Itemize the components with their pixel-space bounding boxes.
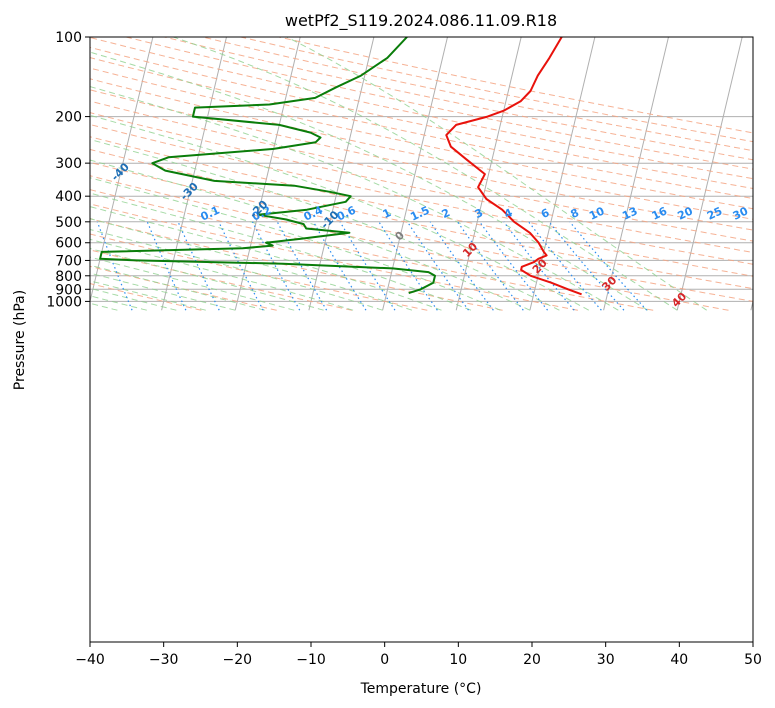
moist-adiabat-line bbox=[90, 86, 619, 311]
x-tick-label: −40 bbox=[75, 652, 105, 668]
mixing-ratio-line bbox=[479, 221, 549, 311]
plot-frame bbox=[89, 36, 754, 643]
y-tick-label: 500 bbox=[55, 215, 82, 231]
y-tick-label: 1000 bbox=[46, 294, 82, 310]
dry-adiabat-line bbox=[126, 37, 753, 170]
mixing-ratio-line bbox=[276, 221, 328, 311]
isotherm-label: 0 bbox=[392, 229, 407, 244]
isotherm-line bbox=[529, 37, 596, 311]
moist-adiabat-line bbox=[90, 247, 324, 311]
mixing-ratio-line bbox=[218, 221, 264, 311]
dry-adiabat-line bbox=[164, 37, 753, 161]
temperature-profile-line bbox=[445, 37, 582, 296]
y-tick-label: 100 bbox=[55, 30, 82, 46]
mixing-ratio-line bbox=[569, 221, 648, 311]
moist-adiabat-line bbox=[90, 159, 531, 311]
moist-adiabat-line bbox=[90, 256, 295, 311]
moist-adiabat-line bbox=[90, 206, 442, 311]
dry-adiabat-line bbox=[90, 161, 753, 302]
dry-adiabat-line bbox=[278, 37, 753, 134]
isotherm-line bbox=[455, 37, 522, 311]
x-tick-label: −10 bbox=[296, 652, 326, 668]
dry-adiabat-line bbox=[202, 37, 753, 152]
mixing-ratio-label: 1.5 bbox=[408, 204, 431, 224]
mixing-ratio-line bbox=[457, 221, 524, 311]
x-tick-label: 10 bbox=[449, 652, 467, 668]
dry-adiabat-line bbox=[90, 46, 753, 189]
moist-adiabat-line bbox=[286, 37, 707, 311]
dewpoint-profile-line bbox=[99, 37, 436, 295]
isotherm-line bbox=[308, 37, 375, 311]
dry-adiabat-line bbox=[90, 136, 753, 277]
mixing-ratio-line bbox=[378, 221, 438, 311]
y-tick-label: 200 bbox=[55, 110, 82, 126]
mixing-ratio-label: 16 bbox=[650, 204, 670, 222]
moist-adiabat-line bbox=[90, 218, 413, 311]
isotherm-line bbox=[603, 37, 670, 311]
moist-adiabat-line bbox=[90, 287, 177, 311]
y-tick-label: 600 bbox=[55, 236, 82, 252]
dry-adiabat-line bbox=[90, 283, 202, 311]
isotherm-label: 20 bbox=[530, 256, 550, 276]
isotherm-line bbox=[750, 299, 753, 311]
isotherm-label: -30 bbox=[178, 180, 201, 203]
dry-adiabat-line bbox=[90, 218, 503, 311]
moist-adiabat-line bbox=[90, 138, 560, 311]
moist-adiabat-line bbox=[173, 37, 678, 311]
series-layer bbox=[99, 37, 582, 296]
x-axis-title: Temperature (°C) bbox=[360, 681, 482, 697]
mixing-ratio-line bbox=[503, 221, 575, 311]
y-tick-label: 400 bbox=[55, 189, 82, 205]
mixing-ratio-label: 20 bbox=[676, 204, 696, 222]
dry-adiabat-line bbox=[90, 112, 753, 254]
moist-adiabat-line bbox=[90, 51, 649, 311]
moist-adiabat-line bbox=[90, 228, 383, 311]
y-tick-label: 700 bbox=[55, 253, 82, 269]
dry-adiabat-line bbox=[90, 89, 753, 231]
mixing-ratio-label: 10 bbox=[587, 204, 607, 222]
dry-adiabat-line bbox=[90, 203, 578, 311]
moist-adiabat-line bbox=[90, 114, 590, 311]
mixing-ratio-label: 25 bbox=[705, 205, 724, 223]
x-tick-label: 0 bbox=[380, 652, 389, 668]
dry-adiabat-line bbox=[90, 67, 753, 210]
x-tick-label: 40 bbox=[670, 652, 688, 668]
mixing-ratio-label: 30 bbox=[731, 204, 751, 222]
isotherm-line bbox=[0, 31, 7, 310]
dry-adiabat-line bbox=[90, 175, 729, 311]
moist-adiabat-line bbox=[90, 264, 265, 311]
axes: −40 −30 −20 −10 0 10 20 30 40 5010020030040050060… bbox=[46, 30, 762, 668]
mixing-ratio-line bbox=[251, 221, 301, 311]
y-tick-label: 800 bbox=[55, 269, 82, 285]
mixing-ratio-label: 6 bbox=[539, 206, 552, 221]
dry-adiabat-line bbox=[90, 100, 753, 242]
x-tick-label: −30 bbox=[149, 652, 179, 668]
isotherm-line bbox=[161, 37, 228, 311]
y-axis-title: Pressure (hPa) bbox=[12, 290, 28, 390]
y-tick-label: 300 bbox=[55, 156, 82, 172]
x-tick-label: 30 bbox=[597, 652, 615, 668]
mixing-ratio-label: 36 bbox=[757, 204, 775, 222]
dry-adiabat-line bbox=[90, 124, 753, 265]
mixing-ratio-line bbox=[96, 221, 133, 311]
y-tick-label: 900 bbox=[55, 282, 82, 298]
x-tick-label: 50 bbox=[744, 652, 762, 668]
dry-adiabat-line bbox=[90, 233, 428, 311]
mixing-ratio-line bbox=[528, 221, 602, 311]
mixing-ratio-label: 13 bbox=[620, 205, 639, 223]
isotherm-line bbox=[90, 37, 154, 304]
mixing-ratio-line bbox=[548, 221, 625, 311]
x-tick-label: 20 bbox=[523, 652, 541, 668]
isotherm-line bbox=[382, 37, 449, 311]
x-tick-label: −20 bbox=[223, 652, 253, 668]
chart-title: wetPf2_S119.2024.086.11.09.R18 bbox=[285, 11, 557, 31]
moist-adiabat-line bbox=[90, 192, 472, 311]
